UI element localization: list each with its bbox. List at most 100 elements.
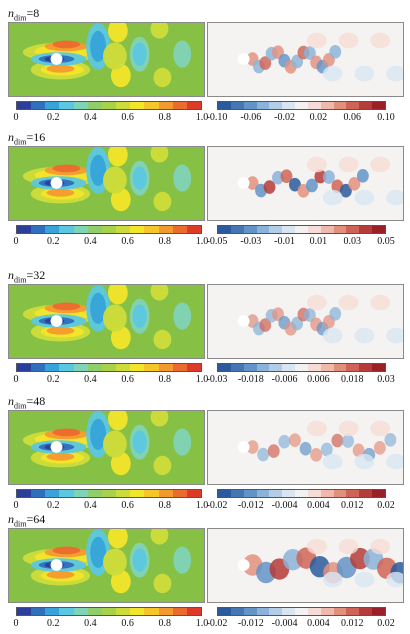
tick-label: -0.004 — [271, 500, 298, 511]
error-contour-blob — [329, 44, 342, 59]
colorbar-right — [217, 489, 386, 498]
tick-label: 0.2 — [46, 374, 60, 385]
tick-label: 0.6 — [121, 374, 134, 385]
tick-label: 0.2 — [46, 236, 60, 247]
colorbar-swatch — [59, 364, 74, 371]
error-contour-blob — [259, 318, 272, 332]
colorbar-swatch — [31, 490, 46, 497]
tick-label: 0.8 — [158, 374, 172, 385]
field-contour-blob — [153, 573, 172, 594]
colorbar-swatch — [346, 364, 360, 371]
colorbar-swatch — [372, 102, 385, 109]
tick-label: 0.2 — [46, 618, 60, 629]
flow-field-panel — [8, 22, 205, 97]
colorbar-swatch — [372, 226, 385, 233]
panel-title: ndim=32 — [8, 268, 45, 284]
field-contour-blob — [110, 187, 131, 212]
tick-label: -0.02 — [206, 618, 228, 629]
tick-label: -0.10 — [206, 112, 228, 123]
flow-field-panel — [8, 410, 205, 485]
colorbar-left — [16, 607, 202, 616]
field-contour-blob — [153, 329, 172, 350]
tick-label: 0.004 — [307, 618, 330, 629]
colorbar-swatch — [130, 364, 145, 371]
tick-label: 1.0 — [195, 112, 209, 123]
colorbar-swatch — [158, 364, 173, 371]
tick-label: 0.8 — [158, 618, 172, 629]
field-contour-blob — [52, 428, 81, 437]
field-contour-blob — [153, 455, 172, 476]
cylinder — [237, 53, 250, 65]
error-contour-blob — [384, 432, 397, 447]
colorbar-swatch — [269, 608, 283, 615]
colorbar-swatch — [158, 102, 173, 109]
colorbar-swatch — [256, 226, 270, 233]
colorbar-swatch — [320, 608, 334, 615]
panel-row: ndim=8 0 0.2 0.4 0.6 0.8 1.0 -0.10 -0.06 -0.02 0.0… — [0, 6, 410, 124]
field-contour-blob — [173, 164, 192, 192]
tick-label: -0.03 — [240, 236, 262, 247]
field-contour-blob — [150, 147, 169, 163]
colorbar-swatch — [45, 490, 60, 497]
colorbar-right-ticks: -0.10 -0.06 -0.02 0.02 0.06 0.10 — [207, 112, 395, 124]
error-contour-blob — [322, 571, 343, 588]
title-symbol: n — [8, 6, 14, 20]
tick-label: 0.012 — [340, 618, 364, 629]
field-contour-blob — [173, 302, 192, 330]
error-contour-blob — [386, 453, 403, 470]
title-value: =16 — [26, 130, 46, 144]
tick-label: 0 — [13, 618, 19, 629]
tick-label: 0.02 — [377, 500, 395, 511]
colorbar-swatch — [230, 608, 244, 615]
error-contour-blob — [370, 156, 391, 173]
title-symbol: n — [8, 130, 14, 144]
field-contour-blob — [173, 428, 192, 456]
cylinder — [237, 177, 250, 189]
error-contour-blob — [246, 440, 259, 454]
flow-field-panel — [8, 284, 205, 359]
field-contour-blob — [150, 23, 169, 39]
error-contour-blob — [246, 176, 259, 190]
colorbar-swatch — [130, 102, 145, 109]
colorbar-swatch — [144, 364, 159, 371]
tick-label: -0.05 — [206, 236, 228, 247]
error-contour-blob — [306, 32, 327, 49]
error-contour-blob — [280, 169, 293, 183]
colorbar-swatch — [45, 608, 60, 615]
error-contour-blob — [348, 177, 361, 191]
colorbar-right — [217, 225, 386, 234]
error-contour-blob — [263, 180, 276, 194]
field-contour-blob — [132, 42, 147, 66]
colorbar-swatch — [320, 490, 334, 497]
cylinder — [50, 177, 63, 189]
flow-field-panel — [8, 528, 205, 603]
colorbar-swatch — [17, 364, 32, 371]
colorbar-swatch — [31, 102, 46, 109]
colorbar-swatch — [333, 364, 347, 371]
field-contour-blob — [103, 304, 127, 332]
field-contour-blob — [103, 42, 127, 70]
field-contour-blob — [90, 30, 107, 62]
colorbar-swatch — [116, 490, 131, 497]
colorbar-swatch — [116, 102, 131, 109]
error-contour-blob — [338, 294, 359, 311]
tick-label: -0.004 — [271, 618, 298, 629]
colorbar-swatch — [307, 608, 321, 615]
error-contour-blob — [370, 294, 391, 311]
colorbar-swatch — [320, 364, 334, 371]
colorbar-swatch — [256, 490, 270, 497]
field-contour-blob — [90, 536, 107, 568]
tick-label: -0.012 — [237, 500, 264, 511]
colorbar-left-ticks: 0 0.2 0.4 0.6 0.8 1.0 — [14, 236, 209, 248]
tick-label: 0.8 — [158, 500, 172, 511]
flow-field-panel — [8, 146, 205, 221]
field-contour-blob — [132, 548, 147, 572]
colorbar-swatch — [307, 490, 321, 497]
title-value: =48 — [26, 394, 46, 408]
panel-row: ndim=16 0 0.2 0.4 0.6 0.8 1.0 -0.05 -0.03 -0.01 0.… — [0, 130, 410, 248]
colorbar-swatch — [333, 102, 347, 109]
colorbar-swatch — [31, 226, 46, 233]
tick-label: 0.4 — [84, 374, 97, 385]
colorbar-swatch — [130, 226, 145, 233]
field-contour-blob — [103, 166, 127, 194]
